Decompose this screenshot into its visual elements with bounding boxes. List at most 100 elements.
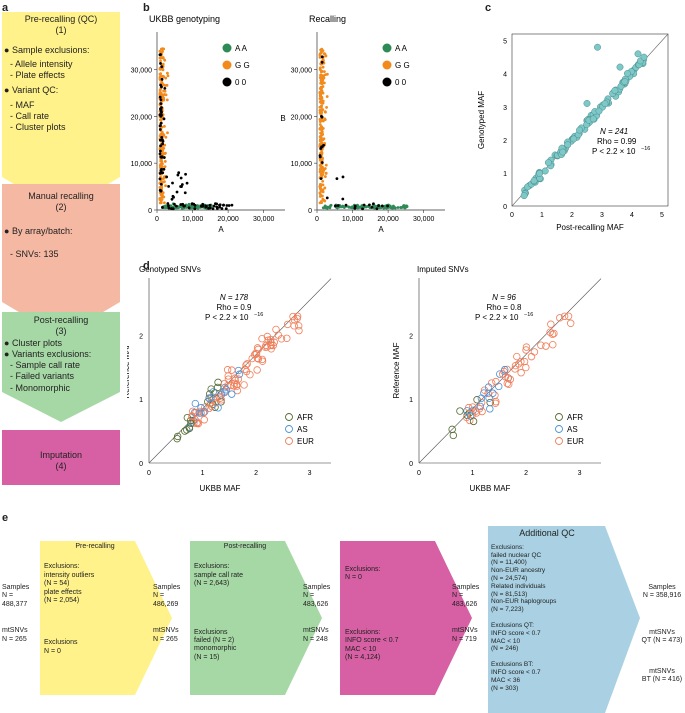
reference-point [188, 412, 196, 420]
cluster-point [388, 204, 392, 208]
cluster-point [386, 204, 389, 208]
reference-point [537, 341, 545, 349]
cluster-point [318, 87, 322, 90]
x-tick-label: 2 [570, 212, 574, 219]
qc-bt-line: (N = 303) [491, 684, 519, 692]
cluster-point [320, 101, 324, 104]
cluster-point [318, 167, 322, 171]
legend-label: A A [235, 44, 248, 53]
cluster-point [162, 83, 165, 87]
cluster-point [321, 183, 325, 187]
x-tick-label: 1 [540, 212, 544, 219]
cluster-point [159, 98, 163, 102]
legend-swatch [382, 60, 392, 70]
cluster-point [357, 205, 361, 209]
reference-point [548, 330, 557, 339]
legend-swatch [222, 77, 232, 87]
reference-point [560, 312, 569, 320]
legend-swatch [285, 413, 293, 421]
cluster-point [325, 95, 329, 98]
reference-point [181, 427, 189, 435]
cluster-point [159, 182, 163, 186]
maf-point [576, 126, 584, 134]
post-excl-head: Exclusions: [194, 563, 230, 571]
cluster-point [335, 177, 339, 181]
reference-point [295, 326, 303, 335]
cluster-point [208, 203, 212, 207]
cluster-point [163, 180, 166, 184]
start-mt-n: N = 265 [2, 635, 27, 643]
cluster-point [227, 204, 231, 207]
y-axis-label: Reference MAF [392, 342, 401, 398]
cluster-point [344, 203, 348, 207]
cluster-point [158, 53, 162, 57]
cluster-point [160, 106, 163, 109]
cluster-point [370, 205, 374, 209]
after-pre-counts: Samples N = 486,269 mtSNVs N = 265 [153, 584, 191, 644]
cluster-point [193, 203, 197, 207]
cluster-point [172, 195, 175, 199]
cluster-point [158, 128, 162, 131]
after-post-mt-n: N = 248 [303, 635, 328, 643]
cluster-point [319, 177, 323, 180]
pre-excl-line: (N = 2,054) [44, 596, 80, 604]
cluster-point [318, 184, 322, 188]
legend-swatch [285, 425, 293, 433]
start-samples-n: N = 488,377 [2, 592, 28, 608]
cluster-point [180, 185, 183, 189]
cluster-point [320, 55, 324, 59]
reference-point [205, 390, 214, 398]
maf-point [536, 169, 544, 177]
list-item: - Failed variants [10, 371, 75, 382]
cluster-point [158, 49, 162, 53]
cluster-point [177, 171, 181, 175]
by-array-heading: ● By array/batch: [4, 225, 73, 236]
reference-point [241, 365, 249, 373]
y-tick-label: 20,000 [291, 114, 313, 121]
reference-point [496, 370, 504, 378]
cluster-point [160, 136, 164, 139]
variant-qc-list: - MAF - Call rate - Cluster plots [10, 100, 118, 134]
manual-recalling-list: - SNVs: 135 [10, 249, 118, 260]
x-axis-label: A [218, 225, 224, 232]
cluster-point [327, 205, 331, 209]
post-excl2-line: monomorphic [194, 645, 237, 653]
maf-point [611, 87, 619, 95]
qc-excl-line: Non-EUR ancestry [491, 567, 546, 575]
box4-num: (4) [55, 461, 67, 472]
maf-point [621, 78, 629, 86]
legend-swatch [222, 60, 232, 70]
cluster-point [164, 76, 168, 80]
panel-letter-c: c [485, 2, 492, 14]
cluster-point [318, 55, 322, 59]
cluster-point [159, 108, 163, 111]
cluster-point [159, 62, 162, 65]
maf-point [559, 148, 567, 156]
panel-b-cluster-plots: UKBB genotyping0010,00010,00020,00020,00… [131, 14, 445, 232]
cluster-point [222, 203, 225, 207]
reference-point [197, 409, 205, 417]
cluster-point [164, 184, 167, 188]
panel-b-title: UKBB genotyping [149, 14, 220, 24]
y-tick-label: 30,000 [131, 67, 153, 74]
stat-p-exponent: −16 [254, 312, 263, 318]
post-excl2-head: Exclusions [194, 628, 228, 636]
imp-excl2-head: Exclusions: [345, 628, 381, 636]
cluster-point [321, 188, 325, 192]
cluster-point [321, 190, 325, 194]
cluster-point [320, 128, 324, 131]
cluster-point [171, 181, 174, 185]
reference-point [214, 378, 222, 387]
cluster-point [170, 207, 173, 210]
reference-point [173, 432, 182, 441]
reference-point [495, 382, 503, 391]
reference-point [466, 416, 474, 425]
qc-excl-head: Exclusions: [491, 543, 524, 551]
cluster-point [362, 203, 366, 207]
legend-label: 0 0 [235, 78, 247, 87]
qc-excl-line: (N = 11,400) [491, 559, 527, 567]
reference-point [277, 335, 286, 343]
cluster-point [320, 60, 324, 64]
cluster-point [320, 50, 323, 54]
pre-excl2-n: N = 0 [44, 647, 61, 655]
